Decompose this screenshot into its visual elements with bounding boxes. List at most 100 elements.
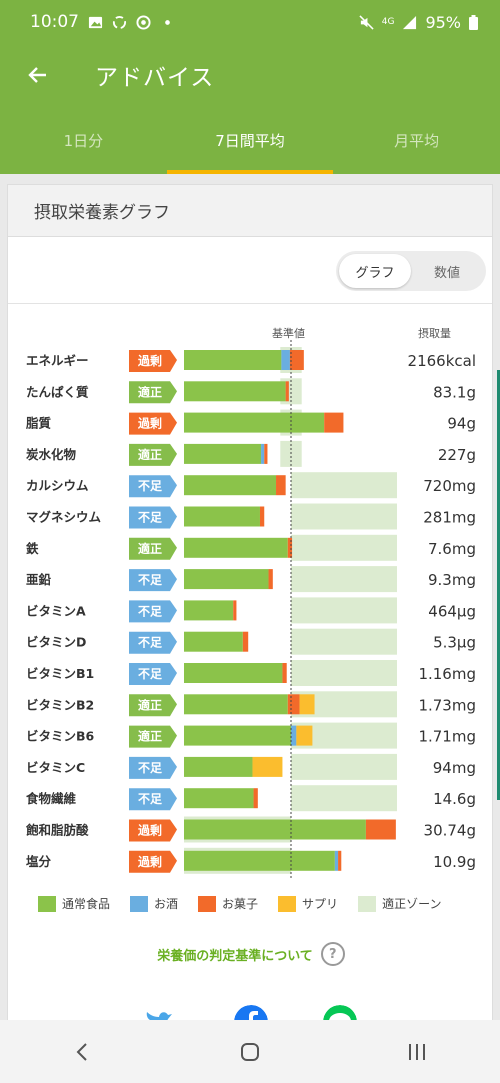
intake-value: 7.6mg	[428, 540, 476, 558]
nutrient-name: 亜鉛	[26, 572, 52, 587]
tab-one-day[interactable]: 1日分	[63, 131, 104, 150]
toggle-value[interactable]: 数値	[433, 265, 460, 281]
legend-item-sweets: お菓子	[198, 895, 258, 912]
intake-value: 281mg	[423, 509, 476, 527]
intake-value: 464μg	[428, 602, 476, 620]
intake-value: 30.74g	[424, 822, 476, 840]
system-navbar	[0, 1020, 500, 1083]
intake-value: 9.3mg	[428, 571, 476, 589]
zone-band	[291, 660, 397, 686]
legend-swatch-alcohol	[130, 895, 149, 912]
bar-segment-alcohol	[281, 350, 290, 370]
legend-item-alcohol: お酒	[130, 895, 178, 912]
image-notification-icon	[88, 16, 103, 28]
bar-segment-normal	[184, 600, 234, 621]
nutrient-name: カルシウム	[26, 478, 89, 493]
nutrient-name: ビタミンD	[26, 635, 86, 650]
bar-segment-sweets	[338, 850, 342, 871]
battery-icon	[469, 14, 478, 30]
nutrient-name: ビタミンC	[26, 760, 85, 775]
bar-segment-normal	[184, 537, 288, 558]
status-badge	[129, 443, 177, 466]
status-label: 不足	[138, 604, 162, 618]
nutrient-name: ビタミンA	[26, 603, 86, 618]
nutrient-graph-card: 摂取栄養素グラフ グラフ 数値 基準値 摂取量 エネルギー 過剰 2166kcal た…	[7, 184, 493, 1044]
help-icon[interactable]: ?	[320, 942, 345, 966]
status-badge	[129, 850, 177, 873]
status-badge	[129, 350, 177, 372]
intake-value: 5.3μg	[433, 634, 476, 652]
intake-value: 1.71mg	[418, 728, 476, 746]
bar-segment-alcohol	[291, 725, 297, 746]
nutrient-name: 炭水化物	[26, 447, 77, 462]
status-badge	[129, 381, 177, 404]
tab-seven-day-average[interactable]: 7日間平均	[166, 106, 334, 174]
zone-band	[291, 753, 397, 780]
bar-segment-supplement	[299, 694, 315, 715]
bar-segment-sweets	[233, 600, 237, 621]
status-time: 10:07	[30, 12, 79, 32]
toggle-graph[interactable]: グラフ	[339, 254, 411, 288]
status-label: 過剰	[137, 823, 162, 838]
criteria-link[interactable]: 栄養価の判定基準について	[157, 948, 313, 964]
legend-label: お酒	[154, 897, 179, 911]
criteria-row: 栄養価の判定基準について ?	[8, 942, 492, 966]
intake-value: 1.16mg	[418, 665, 476, 683]
bar-segment-sweets	[253, 788, 258, 809]
divider	[8, 303, 492, 304]
status-badge	[129, 506, 177, 529]
bar-segment-normal	[184, 381, 286, 402]
status-label: 適正	[138, 729, 162, 744]
home-icon[interactable]	[239, 1041, 261, 1063]
period-tabs: 1日分 7日間平均 月平均	[0, 106, 500, 174]
bar-segment-alcohol	[334, 850, 339, 871]
baseline-header: 基準値	[272, 327, 305, 340]
status-badge	[129, 725, 177, 748]
bar-segment-sweets	[282, 663, 287, 683]
status-label: 適正	[138, 384, 162, 399]
bar-segment-normal	[184, 850, 335, 871]
network-type: 4G	[381, 17, 395, 27]
nutrient-name: ビタミンB2	[26, 697, 94, 712]
status-badge	[129, 819, 177, 842]
status-bar: 10:07 4G 95%	[0, 0, 500, 44]
intake-value: 83.1g	[433, 383, 476, 401]
nutrient-name: 飽和脂肪酸	[25, 823, 89, 838]
status-badge	[129, 475, 177, 498]
nutrient-name: エネルギー	[26, 353, 89, 368]
status-label: 不足	[138, 761, 162, 775]
intake-value: 14.6g	[433, 790, 476, 808]
intake-value: 10.9g	[433, 853, 476, 871]
back-icon[interactable]	[72, 1041, 94, 1063]
legend-swatch-sweets	[198, 895, 217, 912]
status-label: 不足	[138, 792, 162, 806]
status-label: 過剰	[137, 854, 162, 869]
bar-segment-normal	[184, 506, 260, 527]
intake-value: 94mg	[433, 759, 476, 777]
bar-segment-sweets	[242, 631, 249, 652]
view-toggle: グラフ 数値	[336, 251, 486, 291]
bar-segment-sweets	[259, 506, 265, 527]
bar-segment-normal	[184, 694, 288, 715]
bar-segment-supplement	[252, 756, 283, 777]
nutrient-name: 塩分	[26, 854, 52, 869]
intake-header: 摂取量	[418, 327, 451, 340]
legend-swatch-zone	[358, 895, 377, 912]
bar-segment-sweets	[287, 537, 293, 558]
zone-band	[291, 534, 397, 561]
status-label: 適正	[138, 447, 162, 462]
app-bar: アドバイス	[0, 44, 500, 106]
bar-segment-normal	[184, 443, 262, 464]
battery-percent: 95%	[425, 12, 461, 32]
zone-band	[291, 785, 397, 812]
back-button[interactable]	[0, 44, 75, 106]
legend-item-normal: 通常食品	[38, 895, 110, 912]
bar-segment-alcohol	[261, 443, 265, 464]
tab-monthly-average[interactable]: 月平均	[394, 131, 440, 150]
status-badge	[129, 694, 177, 717]
nutrient-name: 食物繊維	[25, 791, 77, 806]
status-label: 不足	[138, 479, 162, 493]
intake-value: 94g	[447, 415, 476, 433]
recents-icon[interactable]	[406, 1041, 428, 1063]
